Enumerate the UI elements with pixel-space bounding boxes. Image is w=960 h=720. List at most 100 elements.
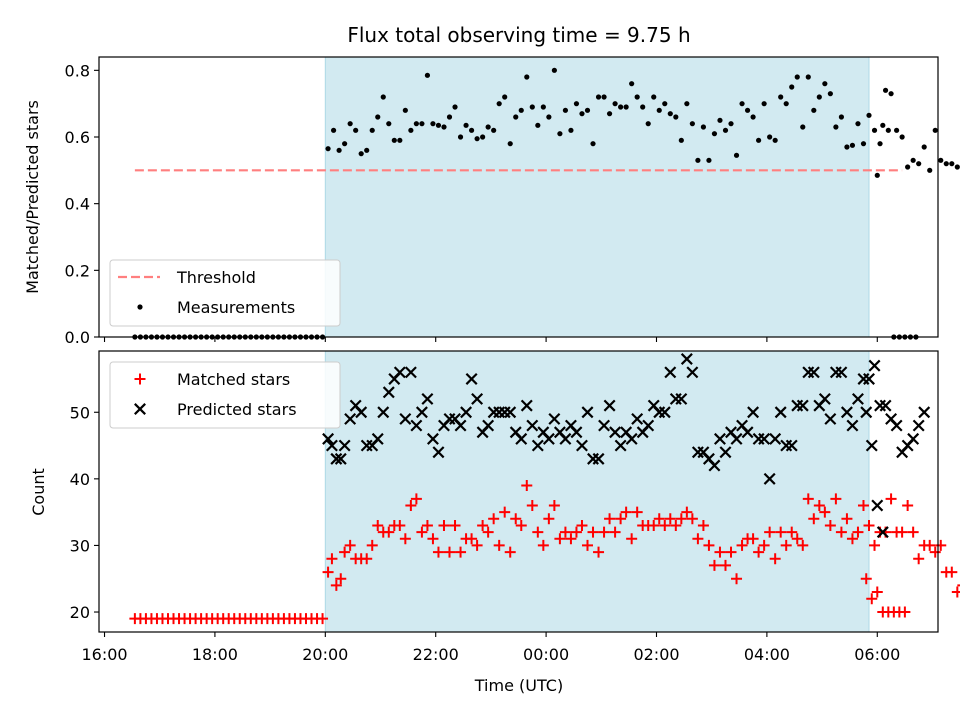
- matched-star-point: [871, 586, 883, 598]
- measurement-point: [507, 141, 513, 147]
- predicted-star-point: [713, 432, 726, 445]
- legend-label: Measurements: [177, 298, 295, 317]
- measurement-point: [783, 101, 789, 107]
- measurement-point: [540, 104, 546, 110]
- predicted-star-point: [774, 406, 787, 419]
- matched-star-point: [559, 526, 571, 538]
- predicted-star-point: [410, 419, 423, 432]
- measurement-point: [822, 81, 828, 87]
- matched-star-point: [515, 519, 527, 531]
- measurement-point: [711, 131, 718, 137]
- matched-star-point: [317, 613, 329, 625]
- matched-star-point: [488, 513, 500, 525]
- series-measurements: [132, 67, 960, 340]
- matched-star-point: [808, 513, 820, 525]
- predicted-star-point: [719, 446, 732, 459]
- predicted-star-point: [520, 399, 533, 412]
- axes-frame: [98, 350, 939, 633]
- matched-star-point: [957, 584, 960, 587]
- predicted-star-point: [471, 392, 484, 405]
- measurement-point: [524, 74, 530, 80]
- matched-star-point: [432, 546, 444, 558]
- measurement-point: [408, 127, 414, 133]
- matched-star-point: [869, 539, 881, 551]
- measurement-point: [557, 131, 563, 137]
- measurement-point: [325, 146, 331, 152]
- matched-star-point: [731, 573, 743, 585]
- y-tick-label: 40: [70, 470, 90, 489]
- matched-star-point: [366, 539, 378, 551]
- matched-star-point: [620, 506, 632, 518]
- x-tick-label: 06:00: [854, 645, 900, 664]
- matched-star-point: [581, 539, 593, 551]
- matched-star-point: [786, 526, 798, 538]
- matched-star-point: [841, 513, 853, 525]
- matched-star-point: [383, 526, 395, 538]
- matched-star-point: [747, 533, 759, 545]
- matched-star-point: [758, 539, 770, 551]
- predicted-star-point: [840, 406, 853, 419]
- predicted-star-point: [747, 406, 760, 419]
- matched-star-point: [764, 526, 776, 538]
- matched-star-point: [830, 493, 842, 505]
- chart-title: Flux total observing time = 9.75 h: [347, 23, 690, 47]
- measurement-point: [551, 67, 557, 73]
- matched-star-point: [703, 539, 715, 551]
- matched-star-point: [946, 566, 958, 578]
- measurement-point: [855, 121, 861, 127]
- measurement-point: [833, 124, 839, 130]
- measurement-point: [750, 114, 756, 120]
- predicted-star-point: [334, 452, 347, 465]
- predicted-star-point: [708, 459, 721, 472]
- measurement-point: [491, 127, 497, 133]
- measurement-point: [739, 101, 745, 107]
- matched-star-point: [330, 579, 342, 591]
- matched-star-point: [361, 553, 373, 565]
- matched-star-point: [482, 526, 494, 538]
- measurement-point: [888, 91, 894, 97]
- matched-star-point: [813, 499, 825, 511]
- x-tick-label: 22:00: [413, 645, 459, 664]
- measurement-point: [369, 127, 375, 133]
- matched-star-point: [471, 539, 483, 551]
- measurement-point: [634, 94, 640, 100]
- matched-star-point: [493, 539, 505, 551]
- predicted-star-point: [504, 406, 517, 419]
- measurement-point: [871, 127, 878, 133]
- measurement-point: [744, 107, 751, 113]
- matched-star-point: [631, 506, 643, 518]
- predicted-star-point: [575, 439, 588, 452]
- matched-star-point: [692, 533, 704, 545]
- measurement-point: [342, 141, 348, 147]
- predicted-star-point: [879, 399, 892, 412]
- matched-star-point: [444, 546, 456, 558]
- x-tick-label: 18:00: [192, 645, 238, 664]
- x-tick-label: 00:00: [523, 645, 569, 664]
- measurement-point: [733, 152, 740, 158]
- measurement-point: [336, 147, 342, 153]
- measurement-point: [860, 141, 867, 147]
- measurement-point: [938, 157, 944, 163]
- observing-window-shade: [324, 56, 870, 338]
- measurement-point: [899, 134, 905, 140]
- predicted-star-point: [460, 406, 473, 419]
- bottom-panel: 20 30 40 50 16:00 18:00 20:00 22:00 00:00 02:00 04…: [70, 350, 960, 664]
- matched-star-point: [593, 546, 605, 558]
- predicted-star-point: [807, 366, 820, 379]
- predicted-star-point: [785, 439, 798, 452]
- matched-star-point: [405, 499, 417, 511]
- measurement-point: [402, 107, 408, 113]
- predicted-star-point: [871, 499, 884, 512]
- matched-star-point: [499, 506, 511, 518]
- measurement-point: [728, 121, 734, 127]
- predicted-star-point: [796, 399, 809, 412]
- measurement-point: [513, 114, 519, 120]
- x-axis-label: Time (UTC): [474, 676, 563, 695]
- predicted-star-point: [865, 439, 878, 452]
- measurement-point: [844, 144, 850, 150]
- matched-star-point: [802, 493, 814, 505]
- matched-star-point: [664, 513, 676, 525]
- matched-star-point: [421, 519, 433, 531]
- matched-star-point: [554, 533, 566, 545]
- predicted-star-point: [614, 439, 627, 452]
